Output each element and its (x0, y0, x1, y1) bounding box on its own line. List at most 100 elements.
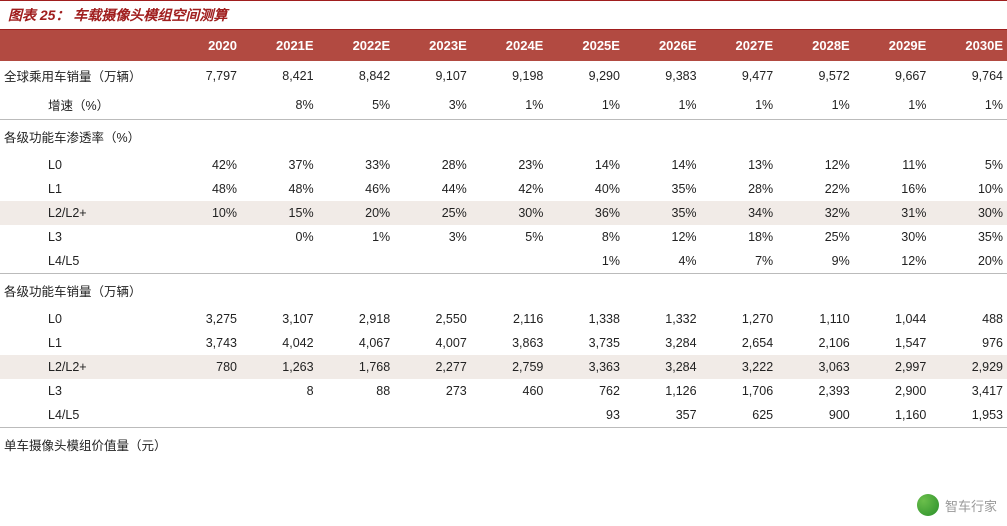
cell: 1,706 (701, 379, 778, 403)
cell: 1,263 (241, 355, 318, 379)
cell: 8,421 (241, 61, 318, 90)
cell (175, 225, 241, 249)
col-year: 2024E (471, 30, 548, 61)
cell: 1,547 (854, 331, 931, 355)
cell: 12% (854, 249, 931, 274)
section-header-row: 各级功能车销量（万辆） (0, 274, 1007, 308)
cell: 1% (930, 90, 1007, 120)
col-year: 2022E (318, 30, 395, 61)
cell: 10% (930, 177, 1007, 201)
cell: 28% (394, 153, 471, 177)
cell: 20% (930, 249, 1007, 274)
col-year: 2025E (547, 30, 624, 61)
cell: 8 (241, 379, 318, 403)
cell: 30% (854, 225, 931, 249)
cell: 460 (471, 379, 548, 403)
cell: 2,900 (854, 379, 931, 403)
cell: 40% (547, 177, 624, 201)
cell (394, 249, 471, 274)
cell: 30% (930, 201, 1007, 225)
cell: 8,842 (318, 61, 395, 90)
cell: 13% (701, 153, 778, 177)
cell: 762 (547, 379, 624, 403)
cell: 22% (777, 177, 854, 201)
row-label: L2/L2+ (0, 355, 175, 379)
cell: 2,759 (471, 355, 548, 379)
cell (175, 379, 241, 403)
row-label: L3 (0, 225, 175, 249)
cell: 4,067 (318, 331, 395, 355)
table-row: L4/L5933576259001,1601,953 (0, 403, 1007, 428)
cell: 28% (701, 177, 778, 201)
cell: 3,735 (547, 331, 624, 355)
cell (175, 90, 241, 120)
cell: 2,106 (777, 331, 854, 355)
col-rowlabel (0, 30, 175, 61)
cell: 30% (471, 201, 548, 225)
cell: 9,572 (777, 61, 854, 90)
cell: 2,550 (394, 307, 471, 331)
cell: 3,275 (175, 307, 241, 331)
cell: 9,107 (394, 61, 471, 90)
table-row: L30%1%3%5%8%12%18%25%30%35% (0, 225, 1007, 249)
cell (175, 249, 241, 274)
cell: 2,393 (777, 379, 854, 403)
cell (471, 403, 548, 428)
cell: 2,929 (930, 355, 1007, 379)
cell: 35% (624, 201, 701, 225)
row-label: 增速（%） (0, 90, 175, 120)
cell: 4% (624, 249, 701, 274)
cell: 5% (930, 153, 1007, 177)
cell: 625 (701, 403, 778, 428)
cell: 1% (547, 249, 624, 274)
cell: 3,222 (701, 355, 778, 379)
row-label: L3 (0, 379, 175, 403)
cell: 34% (701, 201, 778, 225)
cell: 1,044 (854, 307, 931, 331)
cell: 35% (930, 225, 1007, 249)
cell: 31% (854, 201, 931, 225)
table-header-row: 20202021E2022E2023E2024E2025E2026E2027E2… (0, 30, 1007, 61)
col-year: 2020 (175, 30, 241, 61)
cell: 3,417 (930, 379, 1007, 403)
cell: 1% (701, 90, 778, 120)
cell: 10% (175, 201, 241, 225)
cell: 273 (394, 379, 471, 403)
cell: 3% (394, 225, 471, 249)
cell: 12% (624, 225, 701, 249)
cell: 9,477 (701, 61, 778, 90)
col-year: 2027E (701, 30, 778, 61)
col-year: 2029E (854, 30, 931, 61)
cell: 35% (624, 177, 701, 201)
cell: 25% (394, 201, 471, 225)
row-label: L2/L2+ (0, 201, 175, 225)
cell: 1% (318, 225, 395, 249)
cell: 93 (547, 403, 624, 428)
row-label: L4/L5 (0, 403, 175, 428)
section-header-row: 单车摄像头模组价值量（元） (0, 428, 1007, 462)
row-label: 全球乘用车销量（万辆） (0, 61, 175, 90)
table-row: L38882734607621,1261,7062,3932,9003,417 (0, 379, 1007, 403)
cell: 2,997 (854, 355, 931, 379)
figure-title-text: 车载摄像头模组空间测算 (73, 7, 227, 23)
cell: 8% (241, 90, 318, 120)
cell: 780 (175, 355, 241, 379)
table-row: L13,7434,0424,0674,0073,8633,7353,2842,6… (0, 331, 1007, 355)
cell: 357 (624, 403, 701, 428)
cell: 488 (930, 307, 1007, 331)
cell: 11% (854, 153, 931, 177)
table-row: L4/L51%4%7%9%12%20% (0, 249, 1007, 274)
cell: 25% (777, 225, 854, 249)
cell: 1,332 (624, 307, 701, 331)
row-label: L0 (0, 153, 175, 177)
cell: 23% (471, 153, 548, 177)
forecast-table: 20202021E2022E2023E2024E2025E2026E2027E2… (0, 30, 1007, 461)
cell: 0% (241, 225, 318, 249)
cell: 1,953 (930, 403, 1007, 428)
cell: 36% (547, 201, 624, 225)
cell: 900 (777, 403, 854, 428)
cell: 3,107 (241, 307, 318, 331)
cell: 1,768 (318, 355, 395, 379)
cell (394, 403, 471, 428)
table-row: L03,2753,1072,9182,5502,1161,3381,3321,2… (0, 307, 1007, 331)
